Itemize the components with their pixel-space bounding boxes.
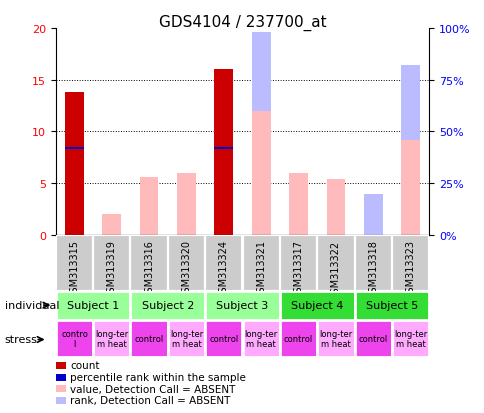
- Bar: [363, 194, 382, 235]
- Text: GSM313323: GSM313323: [405, 240, 415, 299]
- Bar: [242, 320, 279, 357]
- Text: GSM313321: GSM313321: [256, 240, 266, 299]
- Bar: [391, 235, 428, 291]
- Bar: [167, 235, 205, 291]
- Text: GSM313319: GSM313319: [106, 240, 117, 299]
- Bar: [326, 180, 345, 235]
- Text: Subject 1: Subject 1: [67, 301, 119, 311]
- Bar: [214, 147, 233, 150]
- Bar: [251, 112, 270, 235]
- Text: GSM313322: GSM313322: [330, 240, 340, 299]
- Text: rank, Detection Call = ABSENT: rank, Detection Call = ABSENT: [70, 395, 230, 405]
- Bar: [242, 235, 279, 291]
- Bar: [205, 291, 279, 320]
- Bar: [130, 320, 167, 357]
- Bar: [205, 235, 242, 291]
- Bar: [279, 235, 317, 291]
- Text: stress: stress: [5, 335, 38, 344]
- Bar: [130, 235, 167, 291]
- Text: percentile rank within the sample: percentile rank within the sample: [70, 372, 246, 382]
- Text: count: count: [70, 361, 100, 370]
- Bar: [205, 320, 242, 357]
- Text: control: control: [209, 334, 238, 343]
- Bar: [317, 320, 354, 357]
- Bar: [56, 235, 93, 291]
- Bar: [93, 320, 130, 357]
- Text: GSM313320: GSM313320: [181, 240, 191, 299]
- Bar: [214, 70, 233, 235]
- Bar: [167, 320, 205, 357]
- Bar: [130, 291, 205, 320]
- Bar: [279, 320, 317, 357]
- Text: control: control: [283, 334, 313, 343]
- Bar: [400, 66, 419, 140]
- Text: Subject 2: Subject 2: [141, 301, 194, 311]
- Text: GSM313317: GSM313317: [293, 240, 303, 299]
- Bar: [56, 320, 93, 357]
- Bar: [65, 147, 84, 150]
- Bar: [279, 291, 354, 320]
- Text: long-ter
m heat: long-ter m heat: [318, 329, 352, 348]
- Bar: [391, 320, 428, 357]
- Text: individual: individual: [5, 300, 59, 310]
- Text: control: control: [358, 334, 387, 343]
- Bar: [65, 93, 84, 235]
- Bar: [177, 173, 196, 235]
- Text: GDS4104 / 237700_at: GDS4104 / 237700_at: [158, 14, 326, 31]
- Text: Subject 4: Subject 4: [290, 301, 343, 311]
- Text: GSM313324: GSM313324: [218, 240, 228, 299]
- Bar: [251, 33, 270, 112]
- Text: long-ter
m heat: long-ter m heat: [95, 329, 128, 348]
- Text: Subject 3: Subject 3: [216, 301, 268, 311]
- Text: GSM313318: GSM313318: [367, 240, 378, 299]
- Text: long-ter
m heat: long-ter m heat: [393, 329, 426, 348]
- Bar: [102, 215, 121, 235]
- Bar: [56, 291, 130, 320]
- Bar: [288, 173, 307, 235]
- Text: long-ter
m heat: long-ter m heat: [244, 329, 277, 348]
- Text: contro
l: contro l: [61, 329, 88, 348]
- Text: GSM313315: GSM313315: [69, 240, 79, 299]
- Bar: [317, 235, 354, 291]
- Text: long-ter
m heat: long-ter m heat: [169, 329, 203, 348]
- Bar: [354, 320, 391, 357]
- Bar: [400, 140, 419, 235]
- Bar: [354, 291, 428, 320]
- Text: control: control: [134, 334, 164, 343]
- Bar: [354, 235, 391, 291]
- Text: Subject 5: Subject 5: [365, 301, 417, 311]
- Text: value, Detection Call = ABSENT: value, Detection Call = ABSENT: [70, 384, 235, 394]
- Text: GSM313316: GSM313316: [144, 240, 154, 299]
- Bar: [139, 178, 158, 235]
- Bar: [93, 235, 130, 291]
